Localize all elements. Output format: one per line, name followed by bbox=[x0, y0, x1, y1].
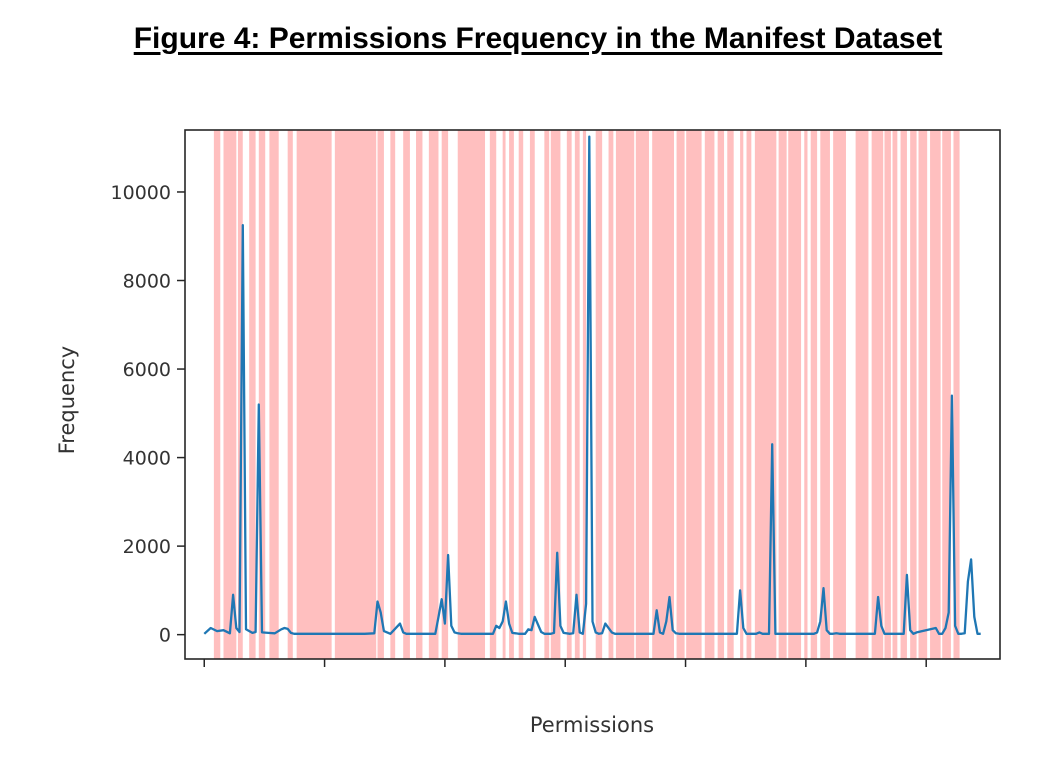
permission-band bbox=[403, 130, 410, 659]
permission-band bbox=[428, 130, 439, 659]
permission-band bbox=[833, 130, 846, 659]
permission-band bbox=[900, 130, 907, 659]
y-tick-label: 4000 bbox=[123, 448, 171, 470]
permission-band bbox=[550, 130, 561, 659]
permission-band bbox=[892, 130, 898, 659]
permission-band bbox=[884, 130, 891, 659]
y-axis: 0 2000 4000 6000 8000 10000 bbox=[111, 182, 185, 647]
y-tick-label: 10000 bbox=[111, 182, 171, 204]
permission-band bbox=[727, 130, 734, 659]
permission-band bbox=[416, 130, 423, 659]
permission-band bbox=[615, 130, 635, 659]
permission-band bbox=[502, 130, 506, 659]
permission-band bbox=[608, 130, 614, 659]
permission-band bbox=[213, 130, 221, 659]
y-axis-label: Frequency bbox=[55, 346, 79, 455]
x-axis bbox=[203, 659, 927, 667]
figure-title: Figure 4: Permissions Frequency in the M… bbox=[133, 22, 943, 55]
permission-band bbox=[676, 130, 685, 659]
permission-band bbox=[595, 130, 603, 659]
permission-band bbox=[269, 130, 279, 659]
permission-band bbox=[635, 130, 649, 659]
permission-band bbox=[686, 130, 702, 659]
permission-band bbox=[778, 130, 787, 659]
permission-band bbox=[287, 130, 293, 659]
permission-band bbox=[810, 130, 818, 659]
permission-band bbox=[953, 130, 960, 659]
y-tick-label: 0 bbox=[159, 625, 171, 647]
permission-band bbox=[509, 130, 514, 659]
permission-band bbox=[740, 130, 744, 659]
x-axis-label: Permissions bbox=[530, 713, 654, 737]
permission-band bbox=[390, 130, 396, 659]
plot-frame bbox=[184, 129, 1001, 660]
permission-band bbox=[574, 130, 580, 659]
y-tick-label: 2000 bbox=[123, 536, 171, 558]
y-tick-label: 6000 bbox=[123, 359, 171, 381]
permission-band bbox=[754, 130, 777, 659]
permission-band bbox=[518, 130, 524, 659]
permission-band bbox=[334, 130, 377, 659]
permission-band bbox=[804, 130, 808, 659]
permission-band bbox=[489, 130, 497, 659]
permission-band bbox=[529, 130, 535, 659]
permission-band bbox=[249, 130, 256, 659]
permission-band bbox=[871, 130, 884, 659]
permission-band bbox=[377, 130, 384, 659]
permission-band bbox=[296, 130, 332, 659]
permission-band bbox=[582, 130, 587, 659]
permission-band bbox=[258, 130, 266, 659]
permission-band bbox=[855, 130, 869, 659]
permission-band bbox=[942, 130, 951, 659]
permission-band bbox=[652, 130, 674, 659]
permission-band bbox=[717, 130, 725, 659]
frequency-line bbox=[203, 135, 981, 635]
permission-band bbox=[566, 130, 572, 659]
permission-band bbox=[820, 130, 830, 659]
permission-band bbox=[704, 130, 715, 659]
permission-band bbox=[223, 130, 237, 659]
permission-band bbox=[441, 130, 449, 659]
permission-band bbox=[910, 130, 917, 659]
y-tick-label: 8000 bbox=[123, 271, 171, 293]
permission-band bbox=[930, 130, 941, 659]
permission-band bbox=[544, 130, 550, 659]
permission-band bbox=[788, 130, 802, 659]
permission-band bbox=[918, 130, 928, 659]
permission-band bbox=[746, 130, 752, 659]
permission-band bbox=[457, 130, 486, 659]
